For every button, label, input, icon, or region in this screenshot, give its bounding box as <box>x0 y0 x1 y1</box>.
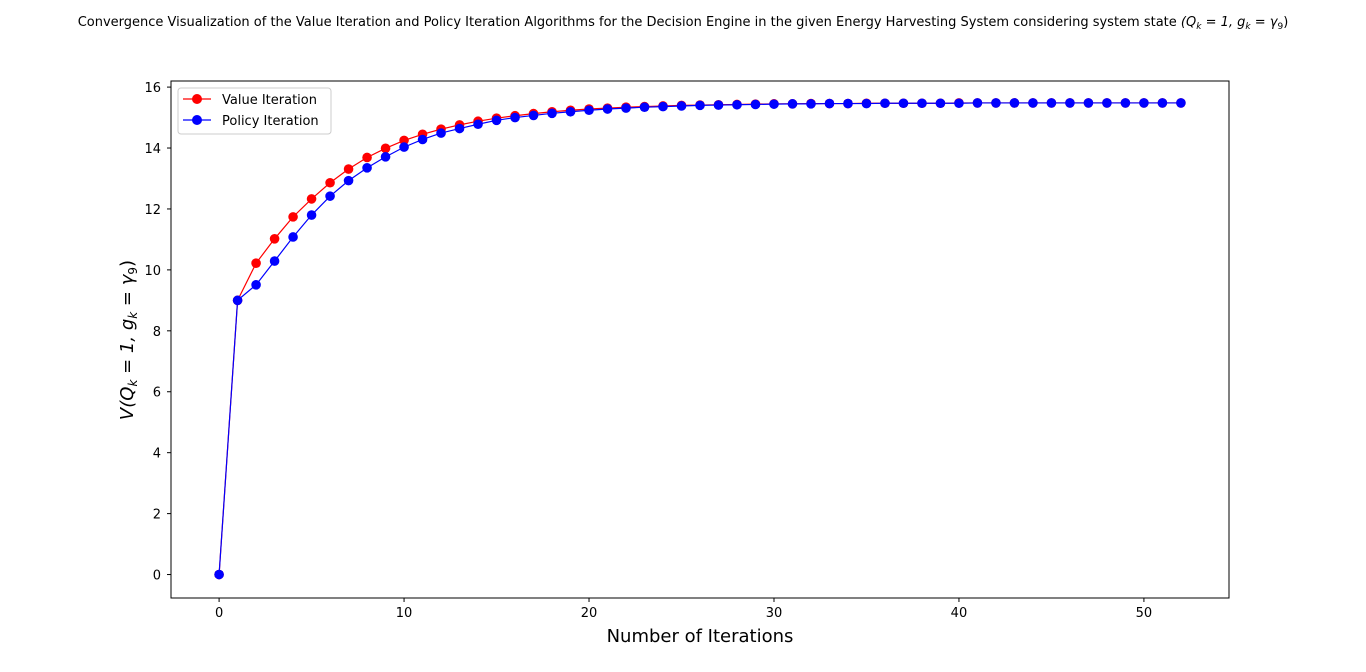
data-point-policy-iteration <box>1009 98 1020 108</box>
data-point-policy-iteration <box>325 191 335 201</box>
data-point-policy-iteration <box>288 232 298 242</box>
x-axis-label: Number of Iterations <box>607 626 794 647</box>
data-point-policy-iteration <box>251 280 261 290</box>
legend-marker-value-iteration <box>192 94 202 104</box>
data-point-policy-iteration <box>547 108 557 119</box>
x-axis: 0 10 20 30 40 50 <box>215 598 1152 621</box>
data-point-policy-iteration <box>380 152 391 162</box>
data-point-policy-iteration <box>1046 98 1057 108</box>
data-point-policy-iteration <box>1028 98 1038 108</box>
y-tick-label: 8 <box>153 325 161 340</box>
data-point-policy-iteration <box>1065 98 1075 108</box>
data-point-value-iteration <box>251 258 261 268</box>
data-point-value-iteration <box>325 177 335 188</box>
chart-title: Convergence Visualization of the Value I… <box>78 15 1289 32</box>
data-point-value-iteration <box>288 212 298 222</box>
y-tick-label: 10 <box>144 264 161 279</box>
data-point-policy-iteration <box>972 98 983 108</box>
data-point-policy-iteration <box>658 101 668 112</box>
data-point-policy-iteration <box>232 295 243 306</box>
data-point-policy-iteration <box>843 98 853 109</box>
data-point-policy-iteration <box>1102 98 1112 108</box>
data-point-policy-iteration <box>528 110 539 121</box>
y-tick-label: 16 <box>144 81 161 96</box>
data-point-policy-iteration <box>343 175 354 186</box>
data-point-policy-iteration <box>306 210 317 220</box>
data-point-policy-iteration <box>510 112 520 123</box>
data-point-value-iteration <box>362 152 372 163</box>
legend-marker-policy-iteration <box>192 115 202 125</box>
data-point-policy-iteration <box>787 99 798 109</box>
data-point-policy-iteration <box>713 100 724 110</box>
data-point-policy-iteration <box>880 98 890 109</box>
data-point-policy-iteration <box>1083 98 1094 108</box>
x-tick-label: 20 <box>581 606 598 621</box>
data-point-policy-iteration <box>898 98 909 109</box>
data-point-policy-iteration <box>602 104 613 114</box>
data-point-policy-iteration <box>1176 98 1186 108</box>
y-tick-label: 14 <box>144 142 161 157</box>
data-point-policy-iteration <box>769 99 779 109</box>
y-tick-label: 12 <box>144 203 161 218</box>
data-point-policy-iteration <box>917 98 927 109</box>
x-tick-label: 40 <box>951 606 968 621</box>
data-point-value-iteration <box>343 164 354 174</box>
series-layer <box>214 98 1186 580</box>
data-point-policy-iteration <box>861 98 872 109</box>
data-point-policy-iteration <box>417 134 428 145</box>
data-point-policy-iteration <box>436 128 446 138</box>
plot-area <box>170 80 1230 599</box>
data-point-policy-iteration <box>1139 98 1149 108</box>
x-tick-label: 10 <box>396 606 413 621</box>
y-tick-label: 6 <box>153 386 161 401</box>
data-point-policy-iteration <box>214 569 224 580</box>
data-point-policy-iteration <box>954 98 964 109</box>
x-tick-label: 50 <box>1136 606 1153 621</box>
data-point-policy-iteration <box>454 123 465 134</box>
data-point-policy-iteration <box>621 103 631 113</box>
y-tick-label: 4 <box>153 447 161 462</box>
series-policy-iteration <box>214 98 1186 580</box>
data-point-policy-iteration <box>750 99 761 110</box>
data-point-policy-iteration <box>362 163 372 173</box>
data-point-policy-iteration <box>991 98 1001 108</box>
data-point-policy-iteration <box>732 99 742 110</box>
data-point-policy-iteration <box>676 101 687 111</box>
legend-box <box>177 87 332 135</box>
data-point-value-iteration <box>380 143 391 154</box>
x-tick-label: 0 <box>215 606 223 621</box>
data-point-value-iteration <box>399 135 409 146</box>
data-point-policy-iteration <box>565 106 576 117</box>
data-point-policy-iteration <box>584 105 594 116</box>
data-point-policy-iteration <box>1120 98 1131 108</box>
data-point-policy-iteration <box>269 256 280 266</box>
data-point-policy-iteration <box>639 102 650 113</box>
y-tick-label: 0 <box>153 569 161 584</box>
data-point-policy-iteration <box>399 142 409 152</box>
data-point-policy-iteration <box>824 98 835 109</box>
data-point-policy-iteration <box>695 100 705 111</box>
data-point-policy-iteration <box>806 99 816 109</box>
legend-entry-policy-iteration: Policy Iteration <box>183 114 319 129</box>
data-point-policy-iteration <box>1157 98 1168 108</box>
y-tick-label: 2 <box>153 508 161 523</box>
data-point-value-iteration <box>269 234 280 244</box>
legend-label-policy-iteration: Policy Iteration <box>222 114 319 129</box>
data-point-value-iteration <box>306 194 317 204</box>
y-axis-label: V(Qk = 1, gk = γ9) <box>117 260 140 420</box>
y-axis: 0 2 4 6 8 10 12 14 16 <box>144 81 171 584</box>
data-point-policy-iteration <box>473 119 483 130</box>
data-point-policy-iteration <box>935 98 946 109</box>
legend: Value Iteration Policy Iteration <box>177 87 332 135</box>
legend-entry-value-iteration: Value Iteration <box>183 93 317 108</box>
data-point-policy-iteration <box>491 115 502 126</box>
legend-label-value-iteration: Value Iteration <box>222 93 317 108</box>
x-tick-label: 30 <box>766 606 783 621</box>
